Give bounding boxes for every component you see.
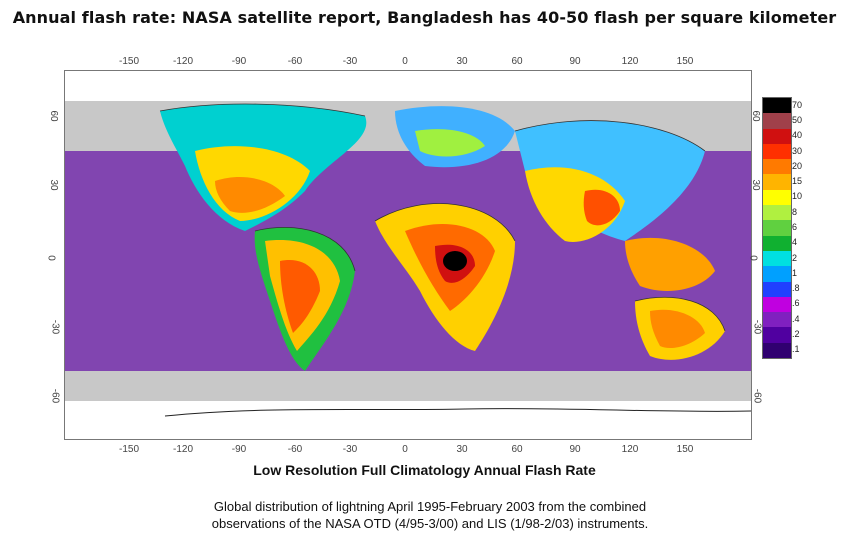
caption-line-2: observations of the NASA OTD (4/95-3/00)… [211,516,649,531]
legend-swatch [763,128,791,144]
flash-rate-legend [762,97,792,359]
longitude-tick: 60 [511,444,523,455]
legend-label: .1 [792,344,800,355]
legend-label: 50 [792,114,803,125]
longitude-tick: 30 [456,444,468,455]
legend-label: .6 [792,298,800,309]
legend-swatch [763,189,791,206]
latitude-tick: -30 [49,319,61,335]
legend-label: 20 [792,160,803,171]
longitude-tick: -30 [342,56,358,67]
asia-region [515,120,705,241]
legend-swatch [763,281,791,297]
map-svg [65,71,751,439]
longitude-tick: 150 [676,444,694,455]
legend-swatch [763,205,791,221]
legend-label: 2 [792,252,798,263]
legend-label: 70 [792,99,803,110]
longitude-tick: 150 [676,56,694,67]
legend-swatch [763,220,791,236]
longitude-tick: -90 [231,444,247,455]
legend-label: 8 [792,206,798,217]
map-title: Low Resolution Full Climatology Annual F… [253,462,596,478]
legend-label: 10 [792,191,803,202]
longitude-tick: -60 [287,56,303,67]
longitude-tick: -90 [231,56,247,67]
legend-swatch [763,250,791,267]
legend-label: .8 [792,283,800,294]
longitude-tick: -120 [172,56,194,67]
longitude-tick: -150 [118,56,140,67]
legend-label: 4 [792,237,798,248]
top-longitude-ticks: -150 -120 -90 -60 -30 0 30 60 90 120 150 [64,56,750,70]
longitude-tick: 90 [569,56,581,67]
latitude-tick: 30 [750,179,762,191]
longitude-tick: 0 [402,444,408,455]
legend-swatch [763,327,791,343]
congo-hotspot [443,251,467,271]
bottom-longitude-ticks: -150 -120 -90 -60 -30 0 30 60 90 120 150 [64,444,750,458]
legend-swatch [763,342,791,358]
longitude-tick: 30 [456,56,468,67]
latitude-tick: 0 [45,255,57,261]
legend-swatch [763,113,791,129]
antarctica-outline [164,408,751,417]
maritime-continent-region [625,237,715,291]
flash-rate-map [64,70,752,440]
legend-label: 6 [792,222,798,232]
longitude-tick: 0 [402,56,408,67]
legend-label: .4 [792,313,800,324]
legend-label: 40 [792,130,803,141]
legend-swatch [763,296,791,313]
left-latitude-ticks: 60 30 0 -30 -60 [45,70,64,438]
latitude-tick: 30 [48,179,60,191]
longitude-tick: 120 [621,444,639,455]
caption-line-1: Global distribution of lightning April 1… [213,499,647,514]
legend-swatch [763,312,791,328]
legend-label: .2 [792,329,800,340]
legend-swatch [763,143,791,160]
longitude-tick: -150 [118,444,140,455]
legend-swatch [763,235,791,251]
longitude-tick: 90 [569,444,581,455]
longitude-tick: -120 [172,444,194,455]
longitude-tick: 60 [511,56,523,67]
longitude-tick: 120 [621,56,639,67]
caption: Global distribution of lightning April 1… [120,498,740,532]
legend-swatch [763,98,791,114]
bangladesh-hotspot [583,189,620,226]
latitude-tick: 60 [48,110,60,122]
headline: Annual flash rate: NASA satellite report… [12,8,837,27]
longitude-tick: -60 [287,444,303,455]
legend-label: 30 [792,145,803,156]
latitude-tick: -60 [751,388,763,404]
legend-label: 1 [792,267,798,278]
legend-swatch [763,159,791,175]
latitude-tick: 60 [750,110,762,122]
latitude-tick: 0 [747,255,759,261]
longitude-tick: -30 [342,444,358,455]
coastlines [159,103,726,332]
legend-label: 15 [792,176,803,187]
legend-swatch [763,266,791,282]
latitude-tick: -60 [49,388,61,404]
legend-swatch [763,174,791,190]
